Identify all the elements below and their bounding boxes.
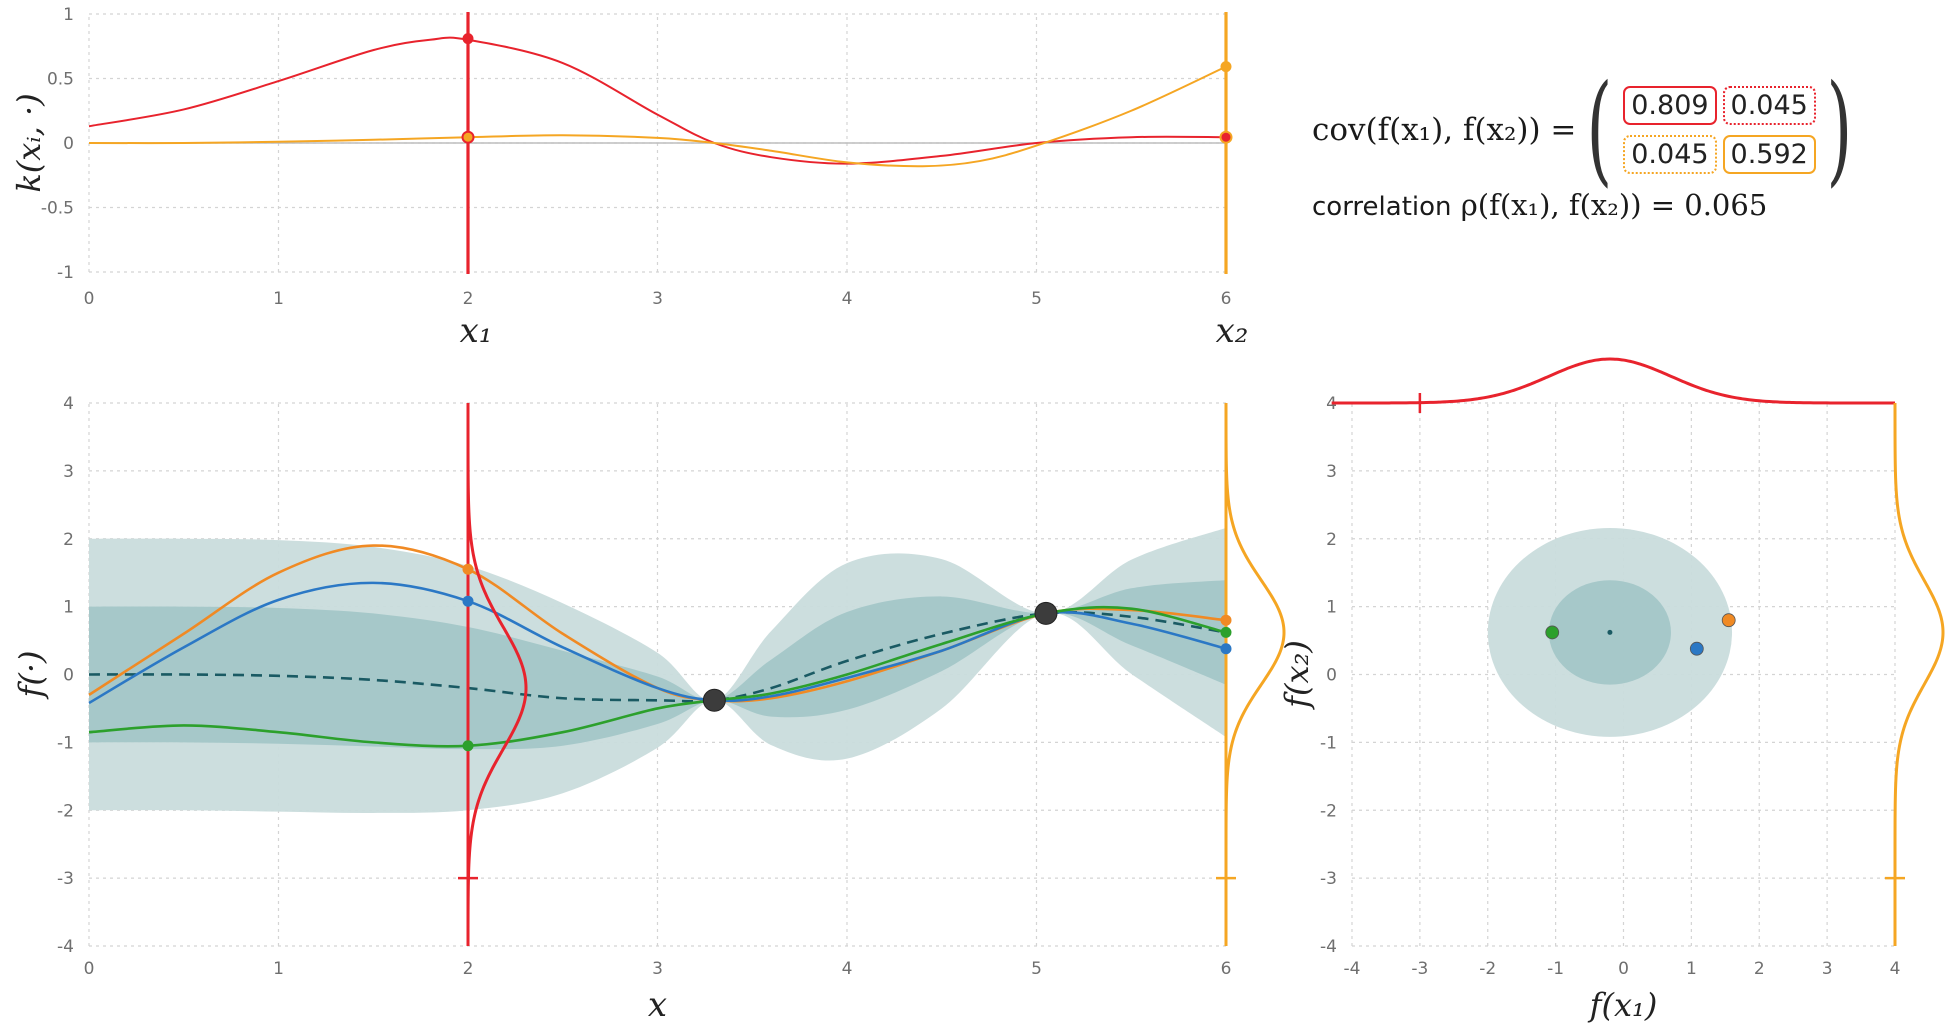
joint-ytick: 3 — [1326, 462, 1337, 482]
joint-xtick: -4 — [1344, 959, 1361, 979]
marginal-density-red — [466, 403, 528, 946]
sample-point-x1 — [462, 563, 474, 575]
correlation-expr: ρ(f(x₁), f(x₂)) = 0.065 — [1460, 188, 1768, 222]
joint-ytick: -4 — [1320, 937, 1337, 957]
posterior-ylabel: f(·) — [12, 651, 50, 700]
observation-point — [1034, 601, 1058, 625]
posterior-xtick: 5 — [1031, 959, 1042, 979]
joint-ytick: -3 — [1320, 869, 1337, 889]
joint-ytick: -2 — [1320, 801, 1337, 821]
cov-cell-21: 0.045 — [1623, 135, 1717, 174]
kernel-point — [1220, 61, 1232, 73]
kernel-xtick: 3 — [652, 289, 663, 309]
kernel-plot: 0 1 2 3 4 5 6 1 0.5 0 -0.5 -1 x₁ x₂ k(xᵢ, ·) — [10, 5, 1248, 351]
posterior-plot: 0 1 2 3 4 5 6 4 3 2 1 0 -1 -2 -3 -4 x f(·) — [12, 394, 1286, 1025]
marginal-density-orange — [1224, 402, 1286, 946]
posterior-xtick: 6 — [1221, 959, 1232, 979]
joint-ytick: 1 — [1326, 598, 1337, 618]
posterior-ytick: -2 — [57, 801, 74, 821]
joint-xtick: 3 — [1822, 959, 1833, 979]
kernel-point — [461, 130, 475, 144]
joint-mean-point — [1607, 629, 1613, 635]
correlation-label: correlation — [1312, 192, 1452, 222]
kernel-point — [462, 33, 474, 45]
joint-sample-point — [1689, 641, 1704, 656]
x1-label: x₁ — [460, 311, 493, 351]
posterior-ytick: 3 — [63, 462, 74, 482]
joint-sample-point — [1545, 625, 1560, 640]
joint-right-marginal — [1893, 403, 1945, 947]
kernel-xtick: 5 — [1031, 289, 1042, 309]
joint-ytick: -1 — [1320, 733, 1337, 753]
x2-label: x₂ — [1216, 311, 1249, 351]
kernel-xtick: 2 — [463, 289, 474, 309]
kernel-ylabel: k(xᵢ, ·) — [10, 93, 48, 192]
kernel-ytick: 0.5 — [47, 70, 74, 90]
joint-top-marginal — [1331, 357, 1895, 405]
correlation-line: correlation ρ(f(x₁), f(x₂)) = 0.065 — [1312, 188, 1767, 222]
posterior-ytick: -1 — [57, 733, 74, 753]
kernel-xtick: 4 — [842, 289, 853, 309]
sample-point-x1 — [462, 595, 474, 607]
posterior-xtick: 4 — [842, 959, 853, 979]
joint-xtick: 2 — [1754, 959, 1765, 979]
cov-matrix: 0.809 0.045 0.045 0.592 — [1623, 86, 1816, 174]
joint-ytick: 2 — [1326, 530, 1337, 550]
joint-xtick: 4 — [1890, 959, 1901, 979]
kernel-ytick: 0 — [63, 134, 74, 154]
posterior-ytick: -4 — [57, 937, 74, 957]
posterior-xtick: 3 — [652, 959, 663, 979]
joint-ylabel: f(x₂) — [1278, 640, 1316, 710]
kernel-xtick: 6 — [1221, 289, 1232, 309]
cov-cell-12: 0.045 — [1722, 86, 1816, 125]
posterior-ytick: 4 — [63, 394, 74, 414]
joint-xlabel: f(x₁) — [1588, 986, 1658, 1024]
kernel-xtick: 1 — [273, 289, 284, 309]
band-1sd — [89, 580, 1226, 750]
sample-point-x2 — [1220, 614, 1232, 626]
joint-sample-point — [1721, 613, 1736, 628]
left-paren: ( — [1586, 60, 1613, 199]
kernel-ytick: -1 — [57, 263, 74, 283]
covariance-equation: cov(f(x₁), f(x₂)) = ( 0.809 0.045 0.045 … — [1312, 70, 1863, 190]
observation-point — [702, 688, 726, 712]
joint-xtick: -2 — [1479, 959, 1496, 979]
sample-point-x1 — [462, 740, 474, 752]
kernel-curve-red — [88, 36, 1227, 165]
posterior-xlabel: x — [648, 985, 667, 1025]
kernel-xtick: 0 — [84, 289, 95, 309]
kernel-ytick: -0.5 — [41, 199, 74, 219]
sample-point-x2 — [1220, 626, 1232, 638]
cov-cell-11: 0.809 — [1623, 86, 1717, 125]
joint-xtick: 1 — [1686, 959, 1697, 979]
right-paren: ) — [1826, 60, 1853, 199]
posterior-ytick: -3 — [57, 869, 74, 889]
posterior-ytick: 0 — [63, 666, 74, 686]
posterior-xtick: 0 — [84, 959, 95, 979]
joint-xtick: -3 — [1411, 959, 1428, 979]
joint-xtick: -1 — [1547, 959, 1564, 979]
joint-xtick: 0 — [1618, 959, 1629, 979]
kernel-curve-orange — [88, 65, 1227, 168]
posterior-xtick: 2 — [463, 959, 474, 979]
joint-plot: -4 -3 -2 -1 0 1 2 3 4 4 3 2 1 0 -1 -2 -3 -4 f(x₁) f(x₂) — [1278, 357, 1945, 1024]
kernel-ytick: 1 — [63, 5, 74, 25]
joint-ytick: 0 — [1326, 666, 1337, 686]
posterior-xtick: 1 — [273, 959, 284, 979]
joint-ytick: 4 — [1326, 394, 1337, 414]
sample-point-x2 — [1220, 643, 1232, 655]
cov-lhs: cov(f(x₁), f(x₂)) = — [1312, 112, 1577, 148]
posterior-ytick: 1 — [63, 598, 74, 618]
kernel-point — [1219, 130, 1233, 144]
posterior-ytick: 2 — [63, 530, 74, 550]
cov-cell-22: 0.592 — [1722, 135, 1816, 174]
